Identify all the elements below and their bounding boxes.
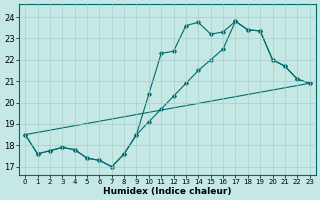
X-axis label: Humidex (Indice chaleur): Humidex (Indice chaleur)	[103, 187, 232, 196]
